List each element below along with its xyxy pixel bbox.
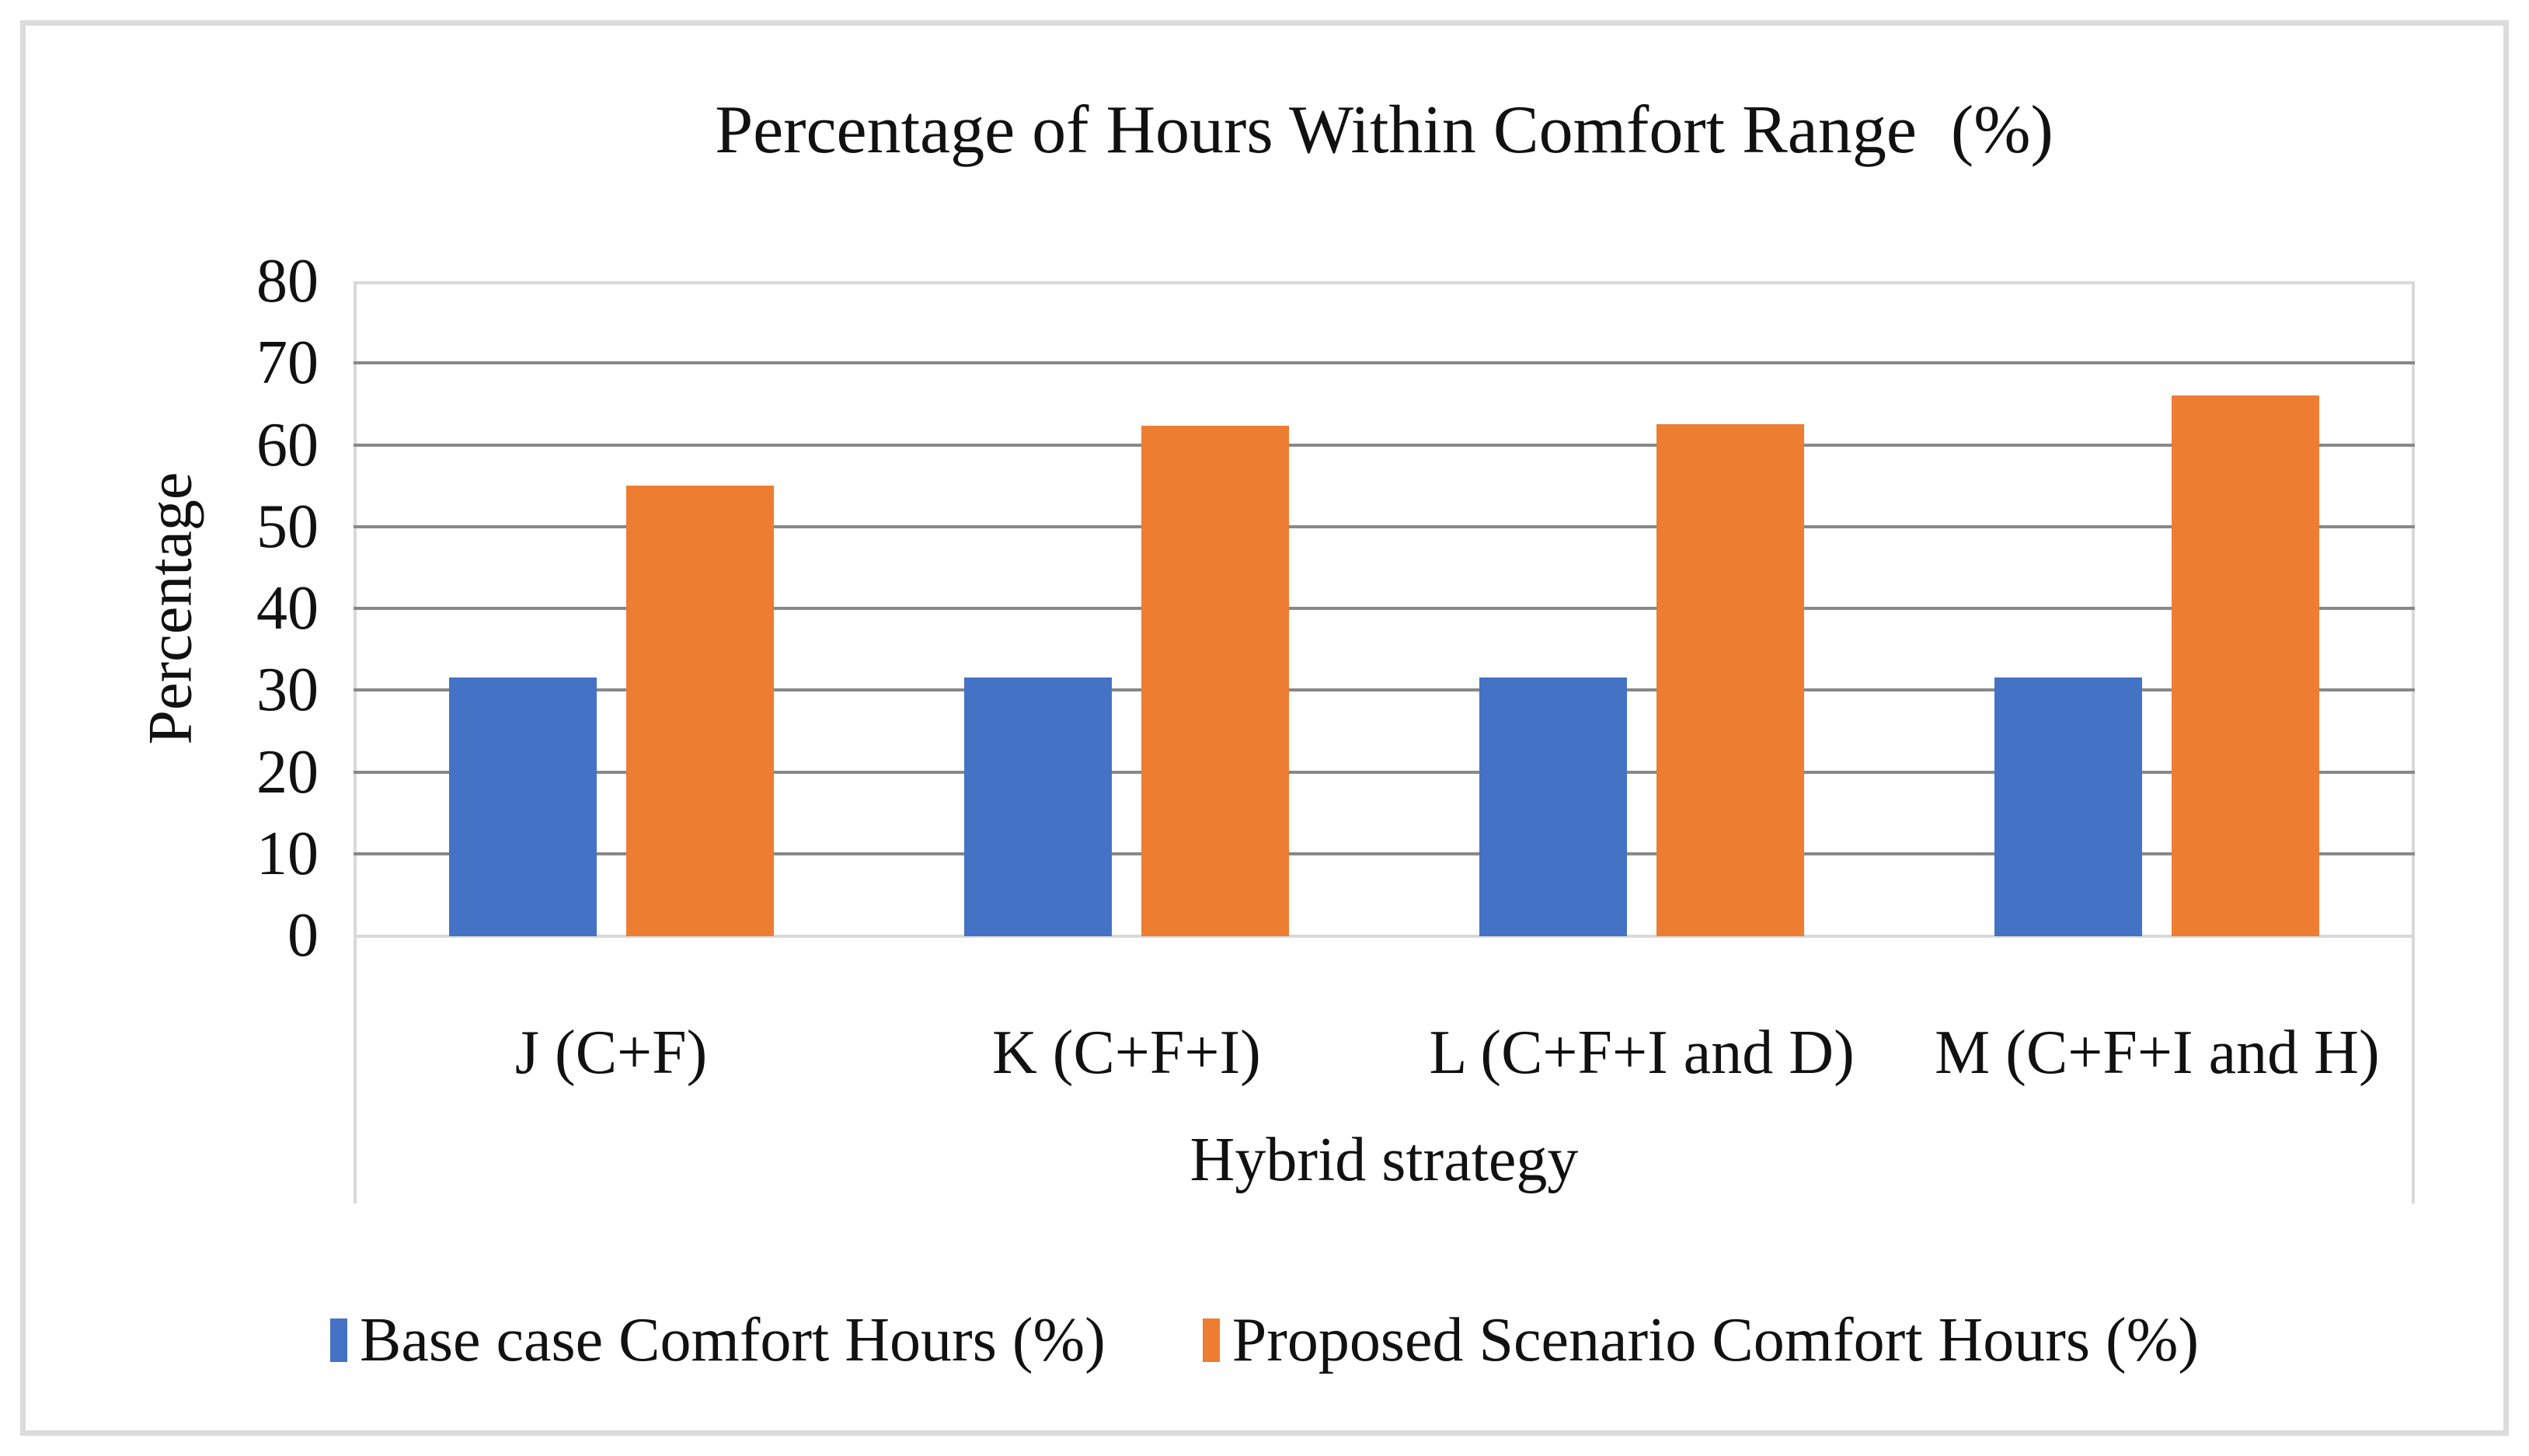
gridline-50 [354,524,2415,528]
bar-base-3 [1479,677,1628,936]
y-tick-label-0: 0 [287,901,319,970]
legend-swatch-orange-icon [1202,1318,1220,1362]
legend-label-base-case: Base case Comfort Hours (%) [360,1306,1106,1374]
legend-item-proposed: Proposed Scenario Comfort Hours (%) [1202,1298,2199,1383]
plot-area [354,281,2415,1203]
x-category-label-1: J (C+F) [514,1019,708,1087]
legend-swatch-blue-icon [330,1318,348,1362]
legend: Base case Comfort Hours (%) Proposed Sce… [0,1294,2529,1387]
x-category-label-3: L (C+F+I and D) [1429,1019,1855,1087]
y-tick-label-80: 80 [256,247,319,315]
bar-proposed-1 [625,486,774,936]
bar-base-1 [448,677,597,936]
y-tick-label-20: 20 [256,737,319,806]
x-axis-baseline [354,935,2415,938]
legend-label-proposed: Proposed Scenario Comfort Hours (%) [1231,1306,2199,1374]
y-tick-label-40: 40 [256,574,319,643]
gridline-10 [354,852,2415,855]
gridline-60 [354,443,2415,447]
legend-item-base-case: Base case Comfort Hours (%) [330,1298,1106,1383]
x-axis-title: Hybrid strategy [1190,1126,1579,1194]
bar-proposed-4 [2172,395,2320,936]
y-tick-label-50: 50 [256,492,319,561]
gridline-70 [354,361,2415,365]
y-tick-label-70: 70 [256,329,319,398]
bar-proposed-2 [1141,426,1289,936]
x-category-label-4: M (C+F+I and H) [1935,1019,2380,1087]
bar-proposed-3 [1656,424,1805,936]
gridline-30 [354,688,2415,692]
x-category-label-2: K (C+F+I) [991,1019,1261,1087]
y-tick-label-60: 60 [256,410,319,479]
bar-base-2 [963,677,1112,936]
y-tick-label-30: 30 [256,656,319,725]
gridline-40 [354,607,2415,610]
bar-base-4 [1994,677,2143,936]
y-tick-label-10: 10 [256,819,319,888]
gridline-20 [354,770,2415,774]
chart-title: Percentage of Hours Within Comfort Range… [715,92,2054,168]
